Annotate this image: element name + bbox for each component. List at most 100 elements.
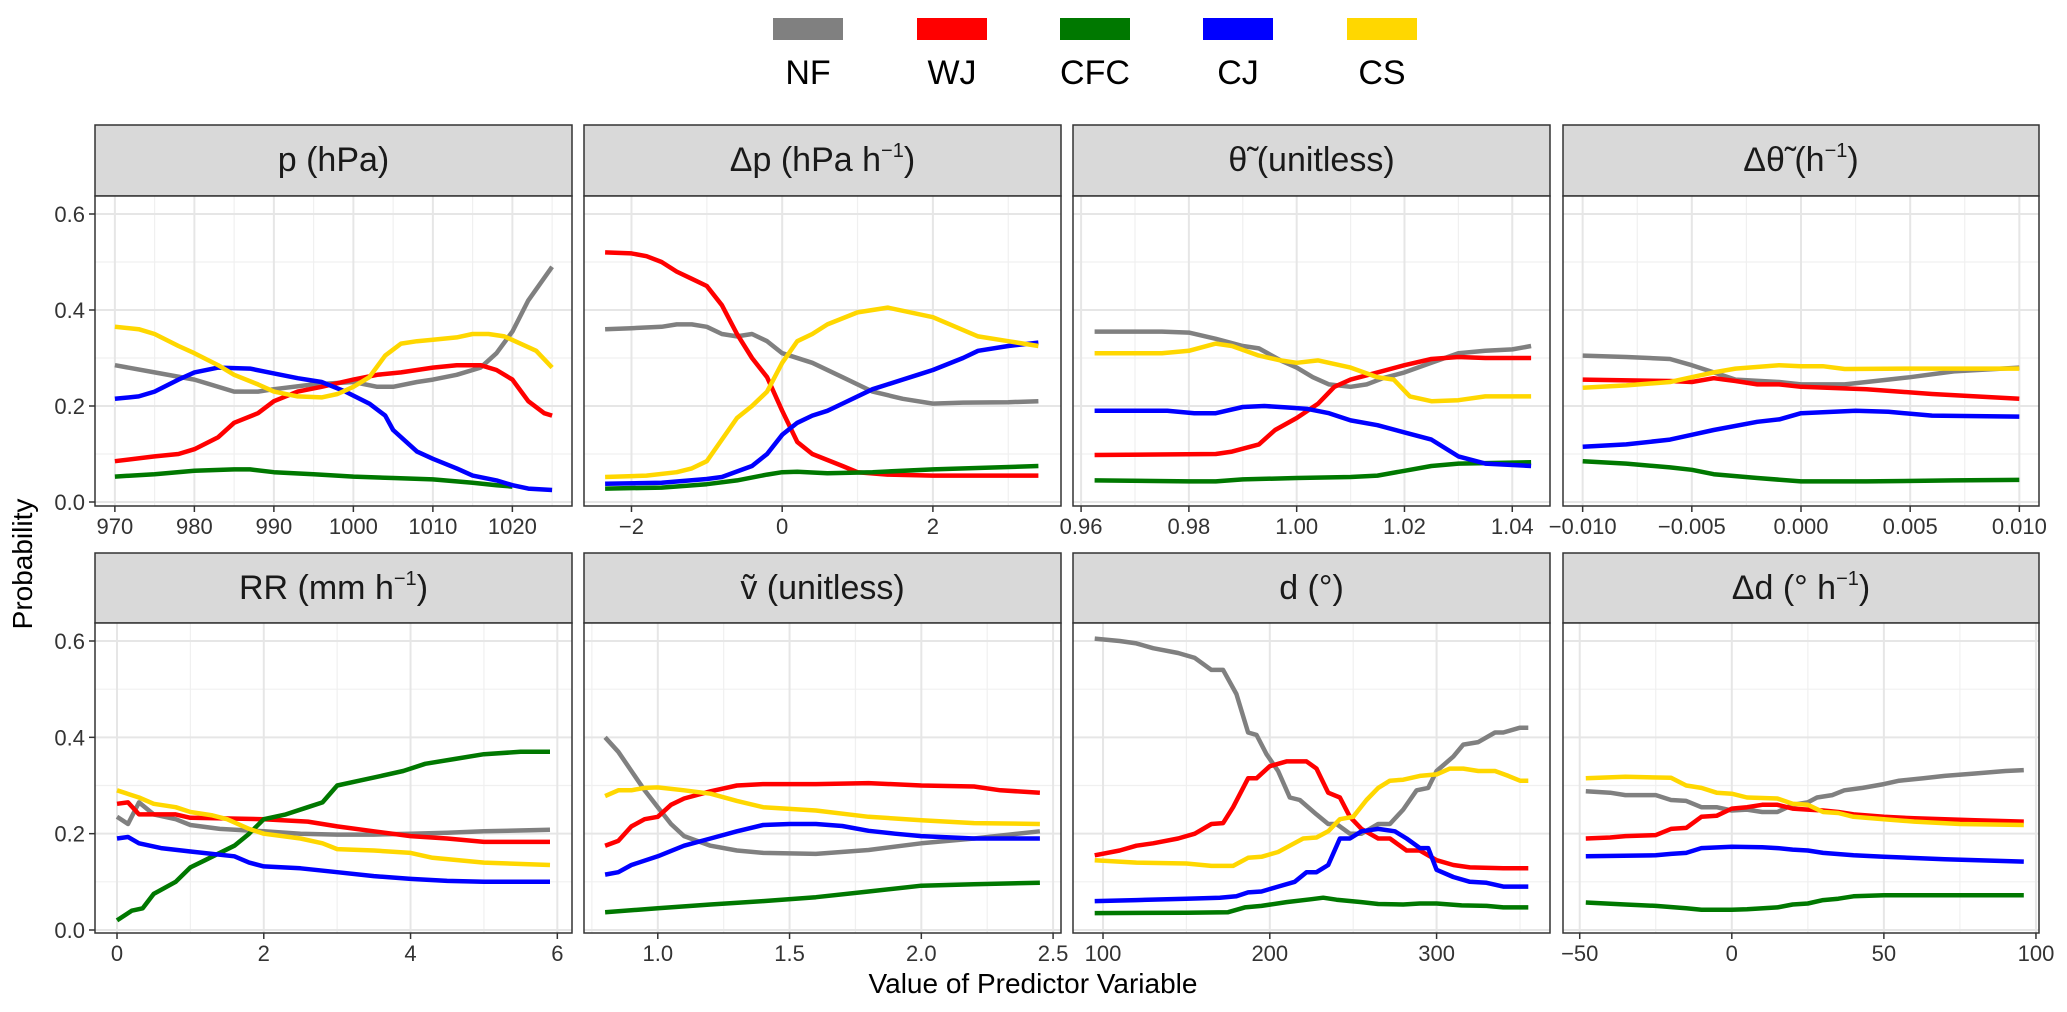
x-tick-label: 1000 [329,514,378,539]
series-line-cj [1094,826,1529,904]
series-line-cfc [115,749,550,923]
strip-header [94,124,573,197]
legend-item-cfc: CFC [1060,18,1130,92]
panel-6: ṽ (unitless) 1.0 1.5 2.0 2.5 [583,552,1068,966]
plot-background [584,623,1061,933]
x-tick-label: 100 [1085,941,1122,966]
series-line-cfc [605,463,1039,491]
gridlines [1563,196,2039,506]
x-tick-label: 4 [404,941,416,966]
y-tick-label: 0.6 [54,629,85,654]
x-tick-label: 990 [256,514,293,539]
legend-label-nf: NF [785,54,830,92]
x-tick-label: 6 [551,941,563,966]
x-tick-label: 0.000 [1773,514,1828,539]
y-tick-label: 0.6 [54,202,85,227]
series-line-cj [605,340,1039,487]
x-tick-label: −0.010 [1549,514,1617,539]
x-tick-label: 0.96 [1060,514,1103,539]
strip-label: θ̃ (unitless) [1228,141,1394,179]
panel-border [94,622,573,934]
x-tick-label: 980 [176,514,213,539]
strip-header [1562,124,2040,197]
y-tick-label: 0.4 [54,298,85,323]
strip-label: RR (mm h−1) [239,568,428,607]
legend-key-cs [1347,18,1417,40]
x-tick-label: 300 [1418,941,1455,966]
x-tick-label: 1.00 [1275,514,1318,539]
series-line-wj [1094,354,1532,458]
strip-label: Δθ̃ (h−1) [1743,140,1858,179]
series-line-cj [1585,844,2024,864]
legend-item-nf: NF [773,18,843,92]
series-line-cs [1094,766,1529,869]
panel-border [583,195,1062,507]
x-tick-label: 0.005 [1883,514,1938,539]
strip-header [1072,124,1551,197]
series-line-cj [116,834,550,885]
legend-label-wj: WJ [927,54,976,92]
x-tick-label: −0.005 [1658,514,1726,539]
y-tick-label: 0.4 [54,725,85,750]
panel-8: Δd (° h−1) −50 0 50 100 [1561,552,2055,966]
legend-key-wj [917,18,987,40]
panel-3: θ̃ (unitless) 0.96 0.98 1.00 1.02 1.04 [1060,124,1551,539]
x-tick-label: 0 [1726,941,1738,966]
x-tick-label: 0 [776,514,788,539]
series-line-wj [604,780,1041,848]
x-tick-label: 1.02 [1383,514,1426,539]
panel-2: Δp (hPa h−1) −2 0 2 [583,124,1062,539]
panel-border [1072,195,1551,507]
legend-key-nf [773,18,843,40]
series-line-cs [114,324,554,400]
x-tick-label: 2 [927,514,939,539]
series-line-cfc [1094,895,1529,916]
panel-border [1562,622,2040,934]
series-line-cfc [114,467,513,489]
legend-label-cs: CS [1358,54,1405,92]
strip-header [1562,552,2040,624]
series-line-nf [114,265,554,394]
y-tick-label: 0.0 [54,918,85,943]
panel-7: d (°) 100 200 300 [1072,552,1551,966]
legend-item-cs: CS [1347,18,1417,92]
gridlines [95,623,572,933]
series-line-cs [1094,341,1532,404]
series-line-wj [116,800,550,845]
series-line-cs [116,788,551,868]
x-tick-label: −50 [1561,941,1598,966]
y-tick-label: 0.2 [54,394,85,419]
series-line-wj [1094,759,1529,871]
gridlines [1073,196,1550,506]
legend-label-cj: CJ [1217,54,1259,92]
panel-5: RR (mm h−1) 0 2 4 6 0.0 0.2 0.4 0.6 [54,552,573,966]
strip-header [1072,552,1551,624]
series-line-cs [1585,774,2024,828]
y-axis-title: Probability [7,499,38,630]
x-axis-title: Value of Predictor Variable [869,968,1198,999]
y-tick-label: 0.0 [54,490,85,515]
series-line-wj [1585,802,2024,841]
x-tick-label: 0 [111,941,123,966]
x-tick-label: 1.0 [642,941,673,966]
series-line-cj [114,365,553,493]
plot-background [1073,623,1550,933]
gridlines [584,196,1061,506]
series-line-wj [1582,375,2020,402]
series-line-cj [604,821,1040,877]
x-tick-label: 0.98 [1167,514,1210,539]
strip-label: d (°) [1279,569,1344,607]
x-tick-label: 100 [2018,941,2055,966]
panel-border [94,195,573,507]
panel-border [1072,622,1551,934]
panel-4: Δθ̃ (h−1) −0.010 −0.005 0.000 0.005 0.010 [1549,124,2047,539]
x-tick-label: 2 [258,941,270,966]
panel-1: p (hPa) 970 980 990 1000 1010 1020 0.0 0.2 0.4 0.6 [54,124,573,539]
strip-label: Δd (° h−1) [1732,568,1870,607]
series-line-cs [1582,362,2020,391]
series-line-cj [1094,403,1532,469]
series-line-nf [1094,636,1529,836]
panels: p (hPa)970 980 990 1000 1010 10200.00.20.40.6… [54,124,2055,966]
series-line-nf [1094,329,1532,390]
series-line-cs [604,785,1040,827]
